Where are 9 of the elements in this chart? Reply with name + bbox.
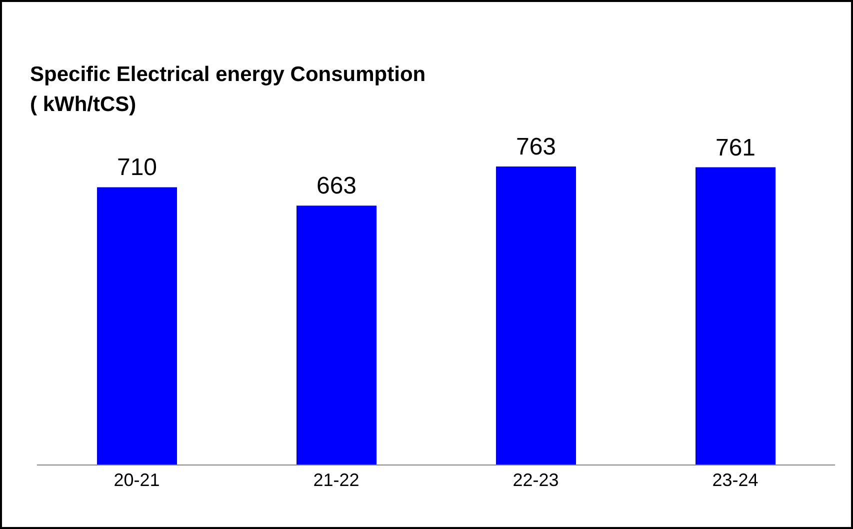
x-tick-label: 23-24: [712, 470, 758, 490]
x-tick-label: 20-21: [114, 470, 160, 490]
data-label: 663: [316, 172, 357, 200]
chart-title: Specific Electrical energy Consumption ( kWh/tCS): [30, 62, 426, 118]
data-label: 763: [516, 133, 556, 160]
x-tick-label: 21-22: [313, 470, 360, 490]
data-label: 761: [715, 134, 756, 162]
x-tick-label: 22-23: [512, 470, 559, 490]
data-label: 710: [116, 154, 158, 182]
